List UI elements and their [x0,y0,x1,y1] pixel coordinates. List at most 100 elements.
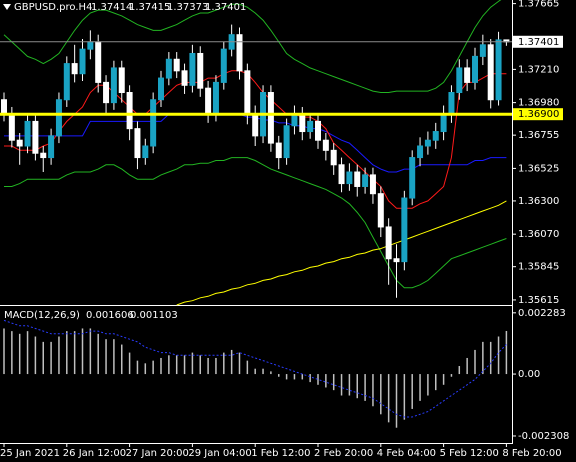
candle-body [393,258,400,263]
candle-body [275,142,282,159]
candle-body [150,99,157,147]
candle-body [338,164,345,185]
indicator-line [4,70,507,209]
candle-body [283,125,290,159]
candle-body [110,67,117,104]
candle-body [417,145,424,159]
header-open: 1.37414 [91,2,132,13]
candle-body [362,174,369,187]
candle-body [424,139,431,147]
y-tick-label: 0.00 [518,369,540,380]
y-tick-label: 1.36755 [518,130,559,141]
candle-body [212,81,219,115]
candle-body [87,41,94,50]
candle-body [126,92,133,130]
header-close: 1.37401 [205,2,246,13]
x-tick-label: 8 Feb 20:00 [502,448,561,459]
candle-body [8,113,15,141]
candle-body [95,41,102,83]
y-tick-label: 1.37665 [518,0,559,10]
x-tick-label: 1 Feb 12:00 [251,448,310,459]
candle-body [432,131,439,141]
candle-body [220,48,227,83]
candle-body [244,70,251,115]
candle-body [322,139,329,151]
candle-body [189,52,196,86]
candle-body [354,171,361,187]
candle-body [165,58,172,79]
header-high: 1.37415 [129,2,170,13]
y-tick-label: 1.35615 [518,295,559,306]
candle-body [134,128,141,159]
candle-body [267,92,274,144]
price-level-tag [513,108,563,121]
candle-body [158,77,164,101]
candle-body [205,87,212,115]
indicator-line [176,200,507,306]
y-tick-label: -0.002308 [518,431,569,442]
candle-body [472,55,478,83]
y-tick-label: 1.35845 [518,262,559,273]
candle-body [369,174,376,195]
candle-body [63,63,70,101]
candle-body [464,67,471,83]
indicator-line [3,319,507,418]
candle-body [1,99,7,115]
y-tick-label: 0.002283 [518,308,566,319]
candle-body [55,99,62,137]
candle-body [236,34,243,72]
candle-body [440,113,447,133]
candle-body [377,193,384,228]
x-tick-label: 29 Jan 04:00 [188,448,251,459]
x-tick-label: 25 Jan 2021 [0,448,60,459]
candle-body [315,120,321,141]
candle-body [197,52,204,89]
candle-body [307,120,314,133]
candle-body [299,113,306,133]
candle-body [291,113,298,127]
symbol-title: GBPUSD.pro.H4 [14,2,92,13]
y-tick-label: 1.36525 [518,163,559,174]
candle-body [456,67,463,94]
x-tick-label: 4 Feb 04:00 [377,448,436,459]
candle-body [24,120,31,147]
candle-body [385,226,392,260]
candle-body [173,58,180,72]
x-tick-label: 27 Jan 20:00 [126,448,189,459]
candle-body [103,81,110,104]
candle-body [16,139,23,147]
candle-body [495,39,502,101]
candle-body [448,92,455,115]
x-tick-label: 26 Jan 12:00 [63,448,126,459]
collapse-icon [3,4,11,10]
candle-body [181,70,188,86]
candle-body [487,44,494,101]
x-tick-label: 5 Feb 12:00 [440,448,499,459]
candle-body [118,67,125,94]
candle-body [142,145,149,159]
current-price-tag [513,35,563,48]
y-tick-label: 1.36070 [518,229,559,240]
candle-body [71,63,78,75]
macd-signal-value: 0.001103 [130,310,178,321]
candle-body [40,152,47,159]
header-low: 1.37373 [167,2,208,13]
y-tick-label: 1.37210 [518,64,559,75]
indicator-line [4,157,507,289]
candle-body [79,48,86,75]
y-tick-label: 1.36300 [518,196,559,207]
y-tick-label: 1.36980 [518,98,559,109]
candle-body [409,157,416,199]
macd-title: MACD(12,26,9) [4,310,80,321]
x-tick-label: 2 Feb 20:00 [314,448,373,459]
candle-body [330,149,337,166]
candle-body [252,113,259,137]
indicator-line [3,0,502,93]
current-price-label: 1.37401 [518,37,559,48]
candle-body [32,120,39,154]
macd-value: 0.001606 [86,310,134,321]
candle-body [401,197,408,263]
candle-body [48,135,55,159]
